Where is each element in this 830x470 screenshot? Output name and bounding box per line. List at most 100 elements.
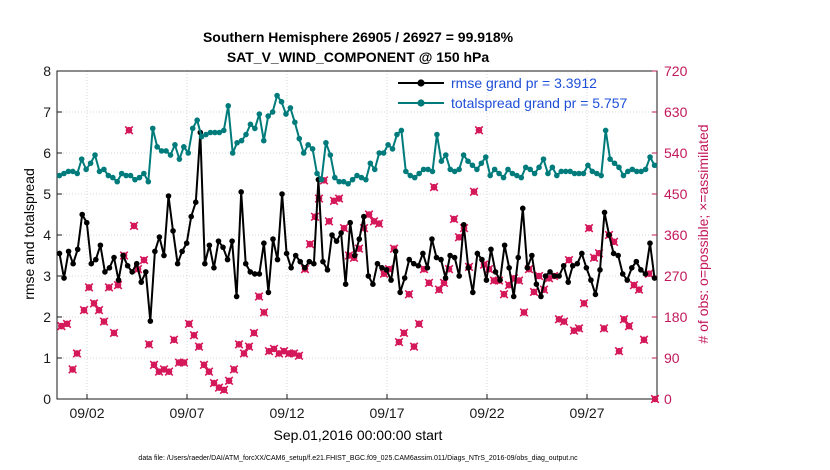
rmse-point [338, 230, 344, 236]
rmse-point [551, 273, 558, 279]
obs-count-marker [244, 342, 254, 351]
rmse-point [651, 275, 658, 281]
rmse-point [460, 221, 467, 228]
rmse-point [129, 269, 135, 275]
x-axis-ticks: 09/02 09/07 09/12 09/17 09/22 09/27 [69, 394, 605, 421]
rmse-point [102, 269, 108, 275]
obs-count-marker [254, 292, 264, 301]
rmse-point [297, 258, 304, 265]
obs-count-marker [294, 351, 304, 361]
rmse-point [610, 250, 617, 257]
y-tick-label: 2 [43, 309, 51, 325]
totalspread-point [141, 170, 147, 177]
legend-marker-totalspread [417, 99, 425, 107]
obs-marker-cross [234, 339, 244, 349]
rmse-point [392, 248, 399, 255]
rmse-point [474, 250, 481, 257]
totalspread-point [385, 142, 391, 148]
rmse-point [560, 262, 567, 269]
totalspread-point [345, 180, 351, 187]
rmse-line [58, 131, 656, 323]
rmse-point [61, 275, 67, 281]
rmse-point [456, 273, 462, 279]
rmse-point [147, 318, 154, 324]
rmse-point [569, 262, 576, 269]
rmse-point [506, 265, 512, 271]
rmse-point [624, 277, 631, 283]
rmse-point [252, 271, 258, 277]
totalspread-point [549, 164, 556, 171]
totalspread-point [252, 125, 258, 132]
obs-marker-cross [414, 319, 424, 329]
obs-marker-cross [519, 308, 529, 317]
totalspread-point [647, 154, 653, 160]
totalspread-point [256, 111, 263, 117]
totalspread-point [65, 168, 72, 175]
obs-count-marker [129, 221, 139, 231]
totalspread-point [229, 150, 236, 156]
totalspread-point [443, 152, 449, 158]
y-tick-label: 6 [43, 145, 51, 161]
totalspread-point [309, 146, 316, 152]
x-tick-label: 09/17 [369, 405, 404, 421]
totalspread-point [305, 142, 311, 148]
obs-count-marker [404, 289, 414, 299]
rmse-point [106, 265, 113, 271]
obs-count-marker [109, 328, 119, 338]
totalspread-point [123, 172, 129, 179]
obs-count-marker [434, 285, 444, 295]
obs-marker-cross [334, 194, 344, 203]
totalspread-point [416, 170, 422, 177]
rmse-point [633, 258, 640, 265]
totalspread-point [238, 137, 245, 144]
totalspread-point [323, 139, 329, 146]
x-tick-label: 09/07 [169, 405, 204, 421]
obs-count-marker [519, 308, 529, 317]
totalspread-point [456, 166, 462, 173]
rmse-point [192, 199, 199, 205]
rmse-point [224, 256, 231, 263]
obs-count-marker [199, 360, 209, 370]
rmse-point [447, 252, 453, 259]
totalspread-point [496, 170, 502, 177]
rmse-point [88, 260, 95, 267]
obs-marker-cross [113, 280, 123, 290]
rmse-point [465, 265, 472, 271]
obs-marker-cross [179, 358, 189, 367]
rmse-point [601, 209, 608, 216]
obs-marker-cross [579, 298, 589, 308]
obs-count-marker [234, 339, 244, 349]
totalspread-point [212, 129, 218, 136]
obs-count-marker [189, 330, 199, 340]
totalspread-point [314, 170, 320, 177]
y2-tick-label: 360 [664, 227, 688, 243]
rmse-point [206, 242, 213, 249]
totalspread-point [638, 168, 644, 175]
totalspread-point [176, 156, 183, 162]
rmse-point [161, 252, 167, 259]
totalspread-point [554, 172, 560, 179]
obs-marker-cross [224, 376, 234, 386]
totalspread-point [92, 152, 98, 158]
totalspread-point [651, 162, 658, 169]
totalspread-point [371, 166, 378, 173]
rmse-point [556, 273, 562, 279]
obs-marker-cross [529, 287, 539, 297]
totalspread-point [354, 172, 360, 179]
totalspread-point [136, 174, 143, 181]
y2-axis-ticks: 0 90 180 270 360 450 540 630 720 [652, 63, 688, 407]
x-tick-label: 09/22 [469, 405, 504, 421]
rmse-point [488, 246, 494, 253]
obs-marker-cross [249, 328, 259, 338]
totalspread-point [172, 142, 178, 148]
obs-count-marker [89, 298, 99, 308]
totalspread-point [633, 168, 640, 175]
rmse-point [261, 240, 267, 246]
rmse-point [288, 265, 294, 271]
totalspread-point [451, 168, 458, 175]
rmse-point [365, 273, 372, 279]
obs-count-marker [310, 212, 320, 222]
totalspread-point [225, 103, 232, 109]
obs-count-marker [529, 287, 539, 297]
totalspread-point [207, 129, 214, 136]
